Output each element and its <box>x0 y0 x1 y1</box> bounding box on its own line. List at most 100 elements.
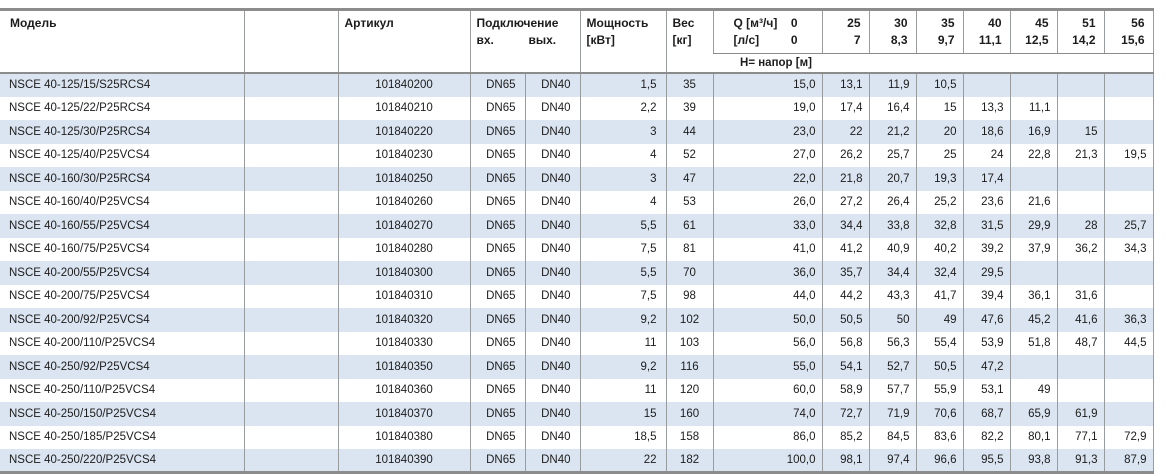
head-cell: 15,0 <box>712 73 823 97</box>
flow-ls: 14,2 <box>1072 33 1096 47</box>
empty-cell <box>243 167 338 191</box>
head-cell: 18,6 <box>962 120 1011 144</box>
flow-ls: 12,5 <box>1025 33 1049 47</box>
table-row: NSCE 40-125/15/S25RCS4 101840200 DN65 DN40 1… <box>0 73 1154 97</box>
table-row: NSCE 40-250/110/P25VCS4 101840360 DN65 DN40… <box>0 378 1154 402</box>
head-cell: 15 <box>915 96 964 120</box>
weight-cell: 53 <box>665 190 714 214</box>
table-row: NSCE 40-200/92/P25VCS4 101840320 DN65 DN40 9… <box>0 308 1154 332</box>
head-cell: 19,3 <box>915 167 964 191</box>
head-cell: 41,7 <box>915 284 964 308</box>
table-row: NSCE 40-250/150/P25VCS4 101840370 DN65 DN40… <box>0 402 1154 426</box>
head-cell: 10,5 <box>915 73 964 97</box>
power-cell: 1,5 <box>579 73 667 97</box>
head-cell: 53,9 <box>962 331 1011 355</box>
q-ls-zero: 0 <box>790 33 798 47</box>
table-row: NSCE 40-125/40/P25VCS4 101840230 DN65 DN40 4… <box>0 143 1154 167</box>
inlet-label: вх. <box>476 33 494 47</box>
outlet-cell: DN40 <box>524 284 581 308</box>
weight-cell: 158 <box>665 425 714 449</box>
head-cell <box>1009 167 1058 191</box>
inlet-cell: DN65 <box>469 167 525 191</box>
inlet-cell: DN65 <box>469 120 525 144</box>
artikul-cell: 101840390 <box>337 449 470 473</box>
head-cell: 93,8 <box>1009 449 1058 473</box>
head-cell <box>1103 378 1154 402</box>
flow-ls: 9,7 <box>937 33 955 47</box>
head-cell: 55,0 <box>712 355 823 379</box>
table-row: NSCE 40-200/55/P25VCS4 101840300 DN65 DN40 5… <box>0 261 1154 285</box>
power-cell: 5,5 <box>579 214 667 238</box>
head-cell: 87,9 <box>1103 449 1154 473</box>
power-cell: 5,5 <box>579 261 667 285</box>
weight-cell: 52 <box>665 143 714 167</box>
table-row: NSCE 40-125/22/P25RCS4 101840210 DN65 DN40 2… <box>0 96 1154 120</box>
table-header: Модель Артикул Подключение вх. вых. Мощн… <box>0 9 1154 73</box>
empty-cell <box>243 449 338 473</box>
power-cell: 4 <box>579 190 667 214</box>
outlet-cell: DN40 <box>524 120 581 144</box>
inlet-cell: DN65 <box>469 261 525 285</box>
model-cell: NSCE 40-125/22/P25RCS4 <box>0 96 244 120</box>
artikul-cell: 101840310 <box>337 284 470 308</box>
weight-cell: 35 <box>665 73 714 97</box>
artikul-cell: 101840380 <box>337 425 470 449</box>
artikul-cell: 101840260 <box>337 190 470 214</box>
head-cell: 54,1 <box>821 355 870 379</box>
head-cell: 34,3 <box>1103 237 1154 261</box>
power-cell: 2,2 <box>579 96 667 120</box>
empty-cell <box>243 402 338 426</box>
inlet-cell: DN65 <box>469 425 525 449</box>
head-cell <box>1103 355 1154 379</box>
head-cell <box>1103 167 1154 191</box>
head-cell: 96,6 <box>915 449 964 473</box>
weight-cell: 61 <box>665 214 714 238</box>
head-cell: 15 <box>1056 120 1105 144</box>
head-cell: 21,6 <box>1009 190 1058 214</box>
artikul-cell: 101840200 <box>337 73 470 97</box>
table-row: NSCE 40-250/185/P25VCS4 101840380 DN65 DN40… <box>0 425 1154 449</box>
outlet-cell: DN40 <box>524 355 581 379</box>
head-cell <box>1009 355 1058 379</box>
head-cell: 39,2 <box>962 237 1011 261</box>
head-cell <box>1103 190 1154 214</box>
head-cell: 44,0 <box>712 284 823 308</box>
head-cell: 11,9 <box>868 73 917 97</box>
head-cell: 22 <box>821 120 870 144</box>
flow-ls: 7 <box>853 33 861 47</box>
head-cell: 17,4 <box>821 96 870 120</box>
head-cell: 74,0 <box>712 402 823 426</box>
column-header-flow-25: 25 7 <box>821 9 870 54</box>
head-cell: 34,4 <box>821 214 870 238</box>
power-label-line2: [кВт] <box>586 33 615 47</box>
head-cell: 60,0 <box>712 378 823 402</box>
head-cell: 100,0 <box>712 449 823 473</box>
empty-cell <box>243 143 338 167</box>
head-cell: 40,2 <box>915 237 964 261</box>
model-cell: NSCE 40-160/75/P25VCS4 <box>0 237 244 261</box>
head-cell: 26,2 <box>821 143 870 167</box>
power-cell: 3 <box>579 120 667 144</box>
head-cell: 56,8 <box>821 331 870 355</box>
head-cell <box>1103 284 1154 308</box>
head-cell: 33,0 <box>712 214 823 238</box>
head-cell: 11,1 <box>1009 96 1058 120</box>
head-cell: 85,2 <box>821 425 870 449</box>
weight-cell: 98 <box>665 284 714 308</box>
model-cell: NSCE 40-200/110/P25VCS4 <box>0 331 244 355</box>
head-cell: 86,0 <box>712 425 823 449</box>
artikul-cell: 101840270 <box>337 214 470 238</box>
column-header-artikul-label: Артикул <box>344 16 394 30</box>
head-cell: 44,5 <box>1103 331 1154 355</box>
connection-label: Подключение <box>476 16 559 30</box>
power-cell: 9,2 <box>579 308 667 332</box>
connection-sublabels: вх. вых. <box>471 32 580 49</box>
head-cell <box>962 73 1011 97</box>
power-cell: 15 <box>579 402 667 426</box>
head-cell: 20,7 <box>868 167 917 191</box>
head-cell <box>1056 355 1105 379</box>
flow-m3h: 45 <box>1035 16 1049 30</box>
column-header-flow-q0: Q [м³/ч] 0 [л/с] 0 <box>712 9 823 54</box>
head-cell: 51,8 <box>1009 331 1058 355</box>
head-cell: 97,4 <box>868 449 917 473</box>
